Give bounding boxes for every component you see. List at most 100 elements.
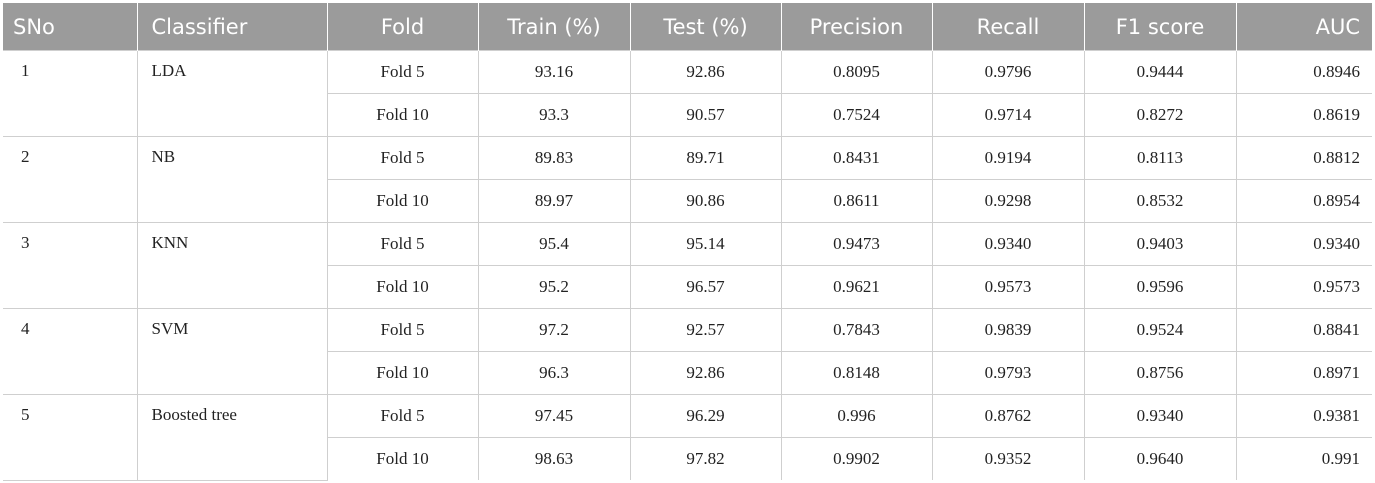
table-row: 4 SVM Fold 5 97.2 92.57 0.7843 0.9839 0.… <box>3 308 1372 395</box>
cell-recall: 0.9340 <box>931 222 1085 266</box>
cell-test: 92.57 <box>629 308 782 352</box>
cell-classifier: LDA <box>136 50 328 137</box>
cell-test: 95.14 <box>629 222 782 266</box>
cell-sno: 5 <box>3 394 138 481</box>
cell-train: 95.2 <box>477 265 631 309</box>
cell-recall: 0.9793 <box>931 351 1085 395</box>
cell-fold: Fold 10 <box>327 265 479 309</box>
cell-f1: 0.8113 <box>1083 136 1237 180</box>
cell-f1: 0.8532 <box>1083 179 1237 223</box>
cell-fold: Fold 5 <box>326 394 479 438</box>
cell-fold: Fold 10 <box>327 179 479 223</box>
cell-recall: 0.8762 <box>931 394 1085 438</box>
cell-fold: Fold 5 <box>326 222 479 266</box>
cell-classifier: SVM <box>136 308 328 395</box>
cell-auc: 0.8954 <box>1235 179 1372 223</box>
cell-f1: 0.9444 <box>1083 50 1237 94</box>
cell-test: 97.82 <box>629 437 782 480</box>
cell-auc: 0.8946 <box>1235 50 1372 94</box>
cell-classifier: Boosted tree <box>136 394 328 481</box>
cell-auc: 0.9340 <box>1235 222 1372 266</box>
cell-recall: 0.9298 <box>931 179 1085 223</box>
cell-train: 89.97 <box>477 179 631 223</box>
cell-test: 90.57 <box>629 93 782 137</box>
cell-auc: 0.8812 <box>1235 136 1372 180</box>
header-train: Train (%) <box>477 3 631 51</box>
cell-recall: 0.9352 <box>931 437 1085 480</box>
cell-sno: 1 <box>3 50 138 137</box>
cell-precision: 0.9473 <box>780 222 933 266</box>
table-row: 5 Boosted tree Fold 5 97.45 96.29 0.996 … <box>3 394 1372 481</box>
cell-f1: 0.9640 <box>1083 437 1237 480</box>
cell-auc: 0.8619 <box>1235 93 1372 137</box>
cell-precision: 0.996 <box>780 394 933 438</box>
cell-auc: 0.991 <box>1235 437 1372 480</box>
cell-recall: 0.9194 <box>931 136 1085 180</box>
header-f1: F1 score <box>1083 3 1237 51</box>
cell-train: 93.16 <box>477 50 631 94</box>
header-precision: Precision <box>780 3 933 51</box>
cell-recall: 0.9839 <box>931 308 1085 352</box>
cell-train: 93.3 <box>477 93 631 137</box>
cell-fold: Fold 5 <box>326 50 479 94</box>
cell-auc: 0.9573 <box>1235 265 1372 309</box>
table-row: 2 NB Fold 5 89.83 89.71 0.8431 0.9194 0.… <box>3 136 1372 223</box>
cell-precision: 0.8148 <box>780 351 933 395</box>
cell-precision: 0.8095 <box>780 50 933 94</box>
cell-train: 97.45 <box>477 394 631 438</box>
table-row: 3 KNN Fold 5 95.4 95.14 0.9473 0.9340 0.… <box>3 222 1372 309</box>
cell-fold: Fold 10 <box>327 351 479 395</box>
cell-classifier: NB <box>136 136 328 223</box>
table-row: 1 LDA Fold 5 93.16 92.86 0.8095 0.9796 0… <box>3 50 1372 137</box>
cell-fold: Fold 10 <box>327 437 479 480</box>
cell-train: 97.2 <box>477 308 631 352</box>
header-test: Test (%) <box>629 3 782 51</box>
cell-f1: 0.8272 <box>1083 93 1237 137</box>
cell-test: 89.71 <box>629 136 782 180</box>
cell-auc: 0.9381 <box>1235 394 1372 438</box>
cell-fold: Fold 10 <box>327 93 479 137</box>
header-sno: SNo <box>3 3 138 51</box>
cell-recall: 0.9796 <box>931 50 1085 94</box>
cell-sno: 3 <box>3 222 138 309</box>
table-row: Fold 10 98.63 97.82 0.9902 0.9352 0.9640… <box>3 437 1372 480</box>
header-fold: Fold <box>326 3 479 51</box>
cell-precision: 0.7524 <box>780 93 933 137</box>
table-header: SNo Classifier Fold Train (%) Test (%) P… <box>3 3 1372 51</box>
cell-precision: 0.8431 <box>780 136 933 180</box>
cell-f1: 0.9596 <box>1083 265 1237 309</box>
cell-test: 92.86 <box>629 50 782 94</box>
cell-test: 92.86 <box>629 351 782 395</box>
cell-train: 95.4 <box>477 222 631 266</box>
cell-fold: Fold 5 <box>326 308 479 352</box>
header-row: SNo Classifier Fold Train (%) Test (%) P… <box>3 3 1372 51</box>
cell-fold: Fold 5 <box>326 136 479 180</box>
cell-test: 96.29 <box>629 394 782 438</box>
cell-test: 96.57 <box>629 265 782 309</box>
table-row: Fold 10 89.97 90.86 0.8611 0.9298 0.8532… <box>3 179 1372 223</box>
cell-train: 98.63 <box>477 437 631 480</box>
cell-f1: 0.9340 <box>1083 394 1237 438</box>
cell-precision: 0.9902 <box>780 437 933 480</box>
cell-recall: 0.9573 <box>931 265 1085 309</box>
cell-train: 89.83 <box>477 136 631 180</box>
cell-f1: 0.9524 <box>1083 308 1237 352</box>
cell-f1: 0.9403 <box>1083 222 1237 266</box>
cell-sno: 2 <box>3 136 138 223</box>
cell-test: 90.86 <box>629 179 782 223</box>
cell-precision: 0.8611 <box>780 179 933 223</box>
cell-precision: 0.9621 <box>780 265 933 309</box>
header-auc: AUC <box>1235 3 1372 51</box>
cell-auc: 0.8841 <box>1235 308 1372 352</box>
table-body: 1 LDA Fold 5 93.16 92.86 0.8095 0.9796 0… <box>3 50 1372 481</box>
cell-classifier: KNN <box>136 222 328 309</box>
cell-f1: 0.8756 <box>1083 351 1237 395</box>
cell-sno: 4 <box>3 308 138 395</box>
results-table: SNo Classifier Fold Train (%) Test (%) P… <box>3 3 1372 481</box>
cell-recall: 0.9714 <box>931 93 1085 137</box>
cell-train: 96.3 <box>477 351 631 395</box>
header-classifier: Classifier <box>136 3 328 51</box>
cell-precision: 0.7843 <box>780 308 933 352</box>
cell-auc: 0.8971 <box>1235 351 1372 395</box>
header-recall: Recall <box>931 3 1085 51</box>
